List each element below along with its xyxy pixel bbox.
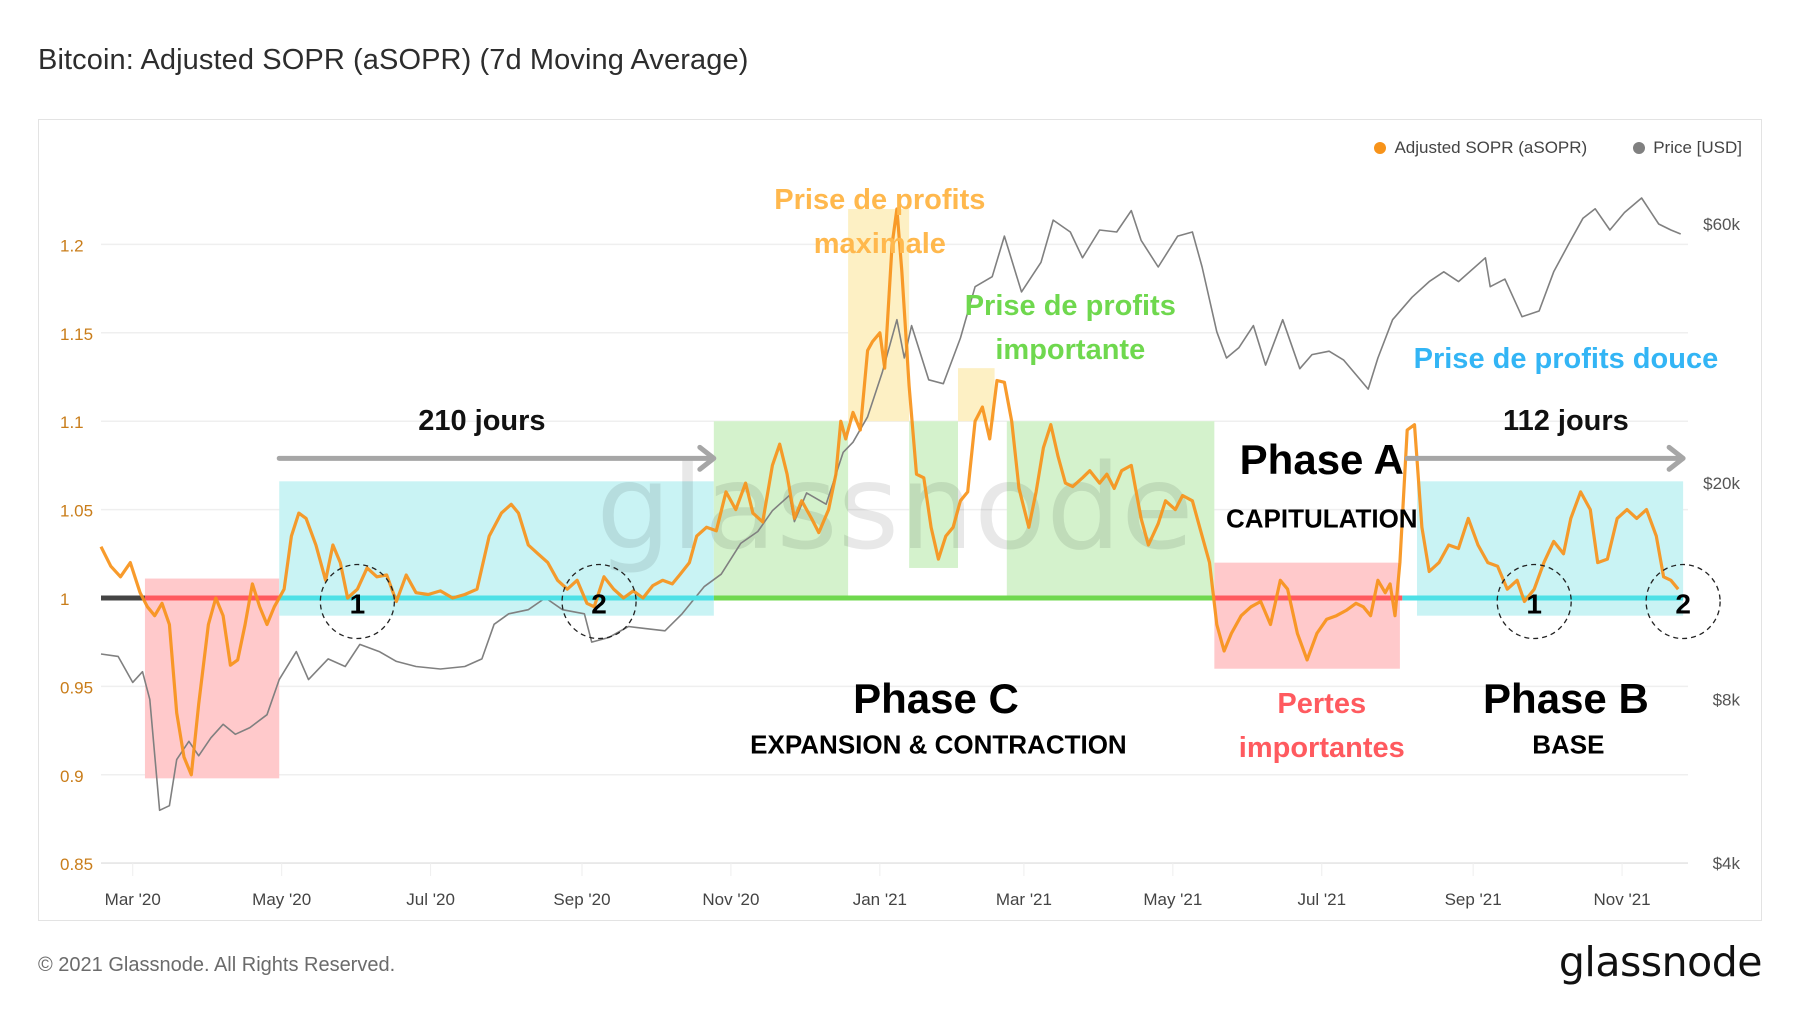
retest-label: 2 — [591, 589, 607, 620]
annotation-line: 210 jours — [418, 405, 545, 437]
chart-title: Bitcoin: Adjusted SOPR (aSOPR) (7d Movin… — [38, 44, 749, 76]
y-right-tick-label: $8k — [1713, 690, 1741, 709]
annotation-line: CAPITULATION — [1226, 503, 1418, 533]
max-profit-label: Prise de profits maximale — [774, 184, 985, 260]
y-left-tick-label: 0.9 — [60, 767, 84, 786]
duration-210-label: 210 jours — [418, 405, 545, 437]
x-tick-label: Sep '20 — [553, 890, 610, 909]
phase-a-subtitle: CAPITULATION — [1226, 503, 1418, 533]
y-left-tick-label: 1.1 — [60, 413, 84, 432]
phase-c-subtitle: EXPANSION & CONTRACTION — [750, 730, 1127, 760]
retest-label: 1 — [1526, 589, 1542, 620]
annotation-line: maximale — [814, 228, 946, 260]
x-tick-label: Mar '20 — [105, 890, 161, 909]
price-legend-dot-icon — [1633, 142, 1646, 154]
x-tick-label: Nov '20 — [702, 890, 759, 909]
copyright-footer: © 2021 Glassnode. All Rights Reserved. — [38, 954, 396, 976]
x-tick-label: Mar '21 — [996, 890, 1052, 909]
price-series — [100, 197, 1682, 812]
legend-label-asopr: Adjusted SOPR (aSOPR) — [1394, 138, 1588, 157]
legend-label-price: Price [USD] — [1653, 138, 1742, 157]
y-left-tick-label: 0.85 — [60, 855, 93, 874]
y-left-tick-label: 1.2 — [60, 236, 84, 255]
x-tick-label: Sep '21 — [1445, 890, 1502, 909]
chart-legend: Adjusted SOPR (aSOPR) Price [USD] — [1374, 138, 1742, 158]
retest-circle-icon — [561, 563, 637, 640]
x-tick-label: Nov '21 — [1594, 890, 1651, 909]
legend-item-price[interactable]: Price [USD] — [1633, 138, 1742, 158]
annotation-line: Phase B — [1483, 675, 1649, 722]
x-tick-label: Jan '21 — [853, 890, 907, 909]
annotation-line: importante — [995, 334, 1145, 366]
duration-112-label: 112 jours — [1503, 405, 1629, 437]
max-profit-zone-2 — [957, 368, 995, 422]
annotation-line: EXPANSION & CONTRACTION — [750, 730, 1127, 760]
y-left-tick-label: 1.05 — [60, 502, 93, 521]
x-tick-label: May '20 — [252, 890, 311, 909]
annotation-line: Pertes — [1277, 688, 1366, 720]
retest-label: 1 — [350, 589, 366, 620]
phase-c-title: Phase C — [853, 675, 1019, 722]
soft-profit-label: Prise de profits douce — [1414, 343, 1719, 375]
x-tick-label: Jul '20 — [406, 890, 455, 909]
phase-a-title: Phase A — [1240, 436, 1404, 483]
retest-circle-icon — [1645, 563, 1721, 640]
glassnode-logo: glassnode — [1558, 938, 1763, 986]
watermark-text: glassnode — [596, 438, 1193, 576]
arrow-head-icon — [1666, 444, 1686, 472]
y-right-tick-label: $20k — [1703, 474, 1740, 493]
y-right-tick-label: $60k — [1703, 215, 1740, 234]
arrow-head-icon — [697, 444, 717, 472]
annotation-line: 112 jours — [1503, 405, 1629, 437]
retest-markers: 1 2 1 2 — [319, 563, 1721, 640]
phase-b-title: Phase B — [1483, 675, 1649, 722]
annotation-line: Prise de profits — [774, 184, 985, 216]
price-line — [100, 197, 1682, 812]
annotation-line: importantes — [1239, 732, 1405, 764]
legend-item-asopr[interactable]: Adjusted SOPR (aSOPR) — [1374, 138, 1587, 158]
y-axis-right: $4k $8k $20k $60k — [1703, 215, 1740, 873]
retest-circle-icon — [319, 563, 396, 640]
chart-frame — [38, 119, 1762, 921]
asopr-legend-dot-icon — [1374, 142, 1387, 154]
retest-label: 2 — [1675, 589, 1691, 620]
y-axis-left: 0.85 0.9 0.95 1 1.05 1.1 1.15 1.2 — [60, 236, 93, 874]
duration-arrows — [276, 444, 1686, 472]
x-tick-label: May '21 — [1143, 890, 1202, 909]
heavy-losses-label: Pertes importantes — [1239, 688, 1405, 764]
asopr-series — [99, 207, 1680, 777]
annotation-line: Phase C — [853, 675, 1019, 722]
annotation-line: Phase A — [1240, 436, 1404, 483]
important-profit-label: Prise de profits importante — [965, 290, 1176, 366]
x-tick-label: Jul '21 — [1297, 890, 1346, 909]
y-left-tick-label: 0.95 — [60, 678, 93, 697]
annotation-line: Prise de profits douce — [1414, 343, 1719, 375]
y-left-tick-label: 1.15 — [60, 325, 93, 344]
y-right-tick-label: $4k — [1713, 854, 1741, 873]
retest-circle-icon — [1496, 563, 1572, 640]
x-axis: Mar '20 May '20 Jul '20 Sep '20 Nov '20 Jan '… — [101, 862, 1688, 909]
y-left-tick-label: 1 — [60, 590, 69, 609]
annotation-line: Prise de profits — [965, 290, 1176, 322]
phase-b-subtitle: BASE — [1532, 730, 1604, 760]
annotation-line: BASE — [1532, 730, 1604, 760]
asopr-line — [99, 207, 1680, 777]
